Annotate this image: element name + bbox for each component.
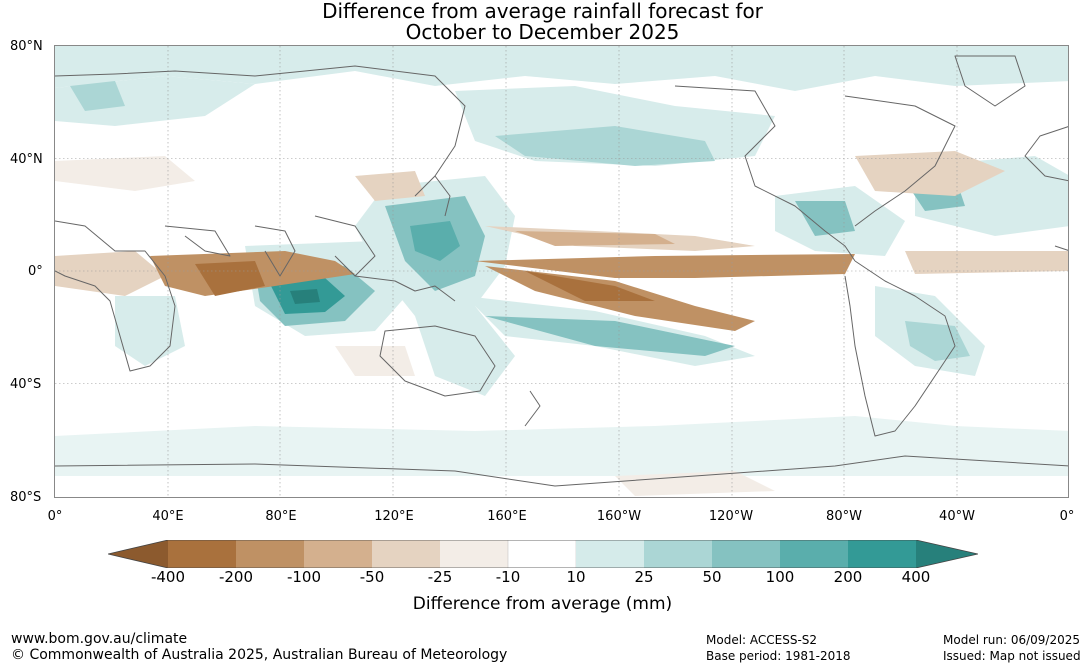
lon-label-120w: 120°W (708, 509, 754, 524)
legend-swatch-11 (848, 540, 916, 568)
lat-label-equator: 0° (28, 264, 43, 279)
footer-copyright: © Commonwealth of Australia 2025, Austra… (11, 647, 508, 663)
legend-swatch-5 (440, 540, 508, 568)
legend-tick-25: 25 (634, 568, 654, 586)
legend-swatch-7 (576, 540, 644, 568)
lat-label-80s: 80°S (10, 490, 42, 505)
footer-base-period: Base period: 1981-2018 (706, 649, 851, 663)
map-svg (55, 46, 1068, 497)
lon-label-160w: 160°W (596, 509, 642, 524)
legend-tick-minus-10: -10 (495, 568, 521, 586)
lon-label-160e: 160°E (487, 509, 527, 524)
map-title-line-2: October to December 2025 (405, 20, 680, 44)
legend-swatch-12 (916, 540, 978, 568)
legend-swatch-2 (236, 540, 304, 568)
rainfall-anomaly-map (54, 45, 1069, 498)
lon-label-120e: 120°E (374, 509, 414, 524)
legend-swatch-0 (108, 540, 168, 568)
dry-anomaly-strong (150, 231, 855, 331)
legend-tick-minus-50: -50 (359, 568, 385, 586)
lat-label-40n: 40°N (10, 152, 43, 167)
legend-tick-400: 400 (901, 568, 931, 586)
legend-swatch-9 (712, 540, 780, 568)
legend-swatch-4 (372, 540, 440, 568)
legend-tick-200: 200 (833, 568, 863, 586)
legend-tick-50: 50 (702, 568, 722, 586)
legend-swatch-1 (168, 540, 236, 568)
legend-tick-minus-400: -400 (150, 568, 186, 586)
legend-tick-minus-100: -100 (286, 568, 322, 586)
footer-issued: Issued: Map not issued (943, 649, 1081, 663)
lon-label-0-right: 0° (1059, 509, 1075, 524)
legend-swatch-10 (780, 540, 848, 568)
graticule (55, 46, 1068, 497)
legend-colorbar (108, 540, 978, 568)
lat-label-80n: 80°N (10, 39, 43, 54)
legend-swatch-6 (507, 540, 577, 568)
legend-title: Difference from average (mm) (412, 594, 673, 614)
legend-tick-minus-25: -25 (427, 568, 453, 586)
footer-url[interactable]: www.bom.gov.au/climate (11, 631, 188, 647)
legend-tick-10: 10 (566, 568, 586, 586)
lon-label-40w: 40°W (939, 509, 975, 524)
legend-tick-minus-200: -200 (218, 568, 254, 586)
lon-label-0-left: 0° (47, 509, 63, 524)
map-title-line-1: Difference from average rainfall forecas… (322, 0, 763, 23)
legend-swatch-8 (644, 540, 712, 568)
lon-label-40e: 40°E (152, 509, 184, 524)
footer-model: Model: ACCESS-S2 (706, 633, 818, 647)
lon-label-80w: 80°W (826, 509, 862, 524)
footer-model-run: Model run: 06/09/2025 (943, 633, 1081, 647)
lon-label-80e: 80°E (265, 509, 297, 524)
wet-anomaly-strong (270, 221, 460, 314)
coastlines (55, 55, 1068, 487)
lat-label-40s: 40°S (10, 377, 42, 392)
legend-swatch-3 (304, 540, 372, 568)
legend-tick-100: 100 (765, 568, 795, 586)
